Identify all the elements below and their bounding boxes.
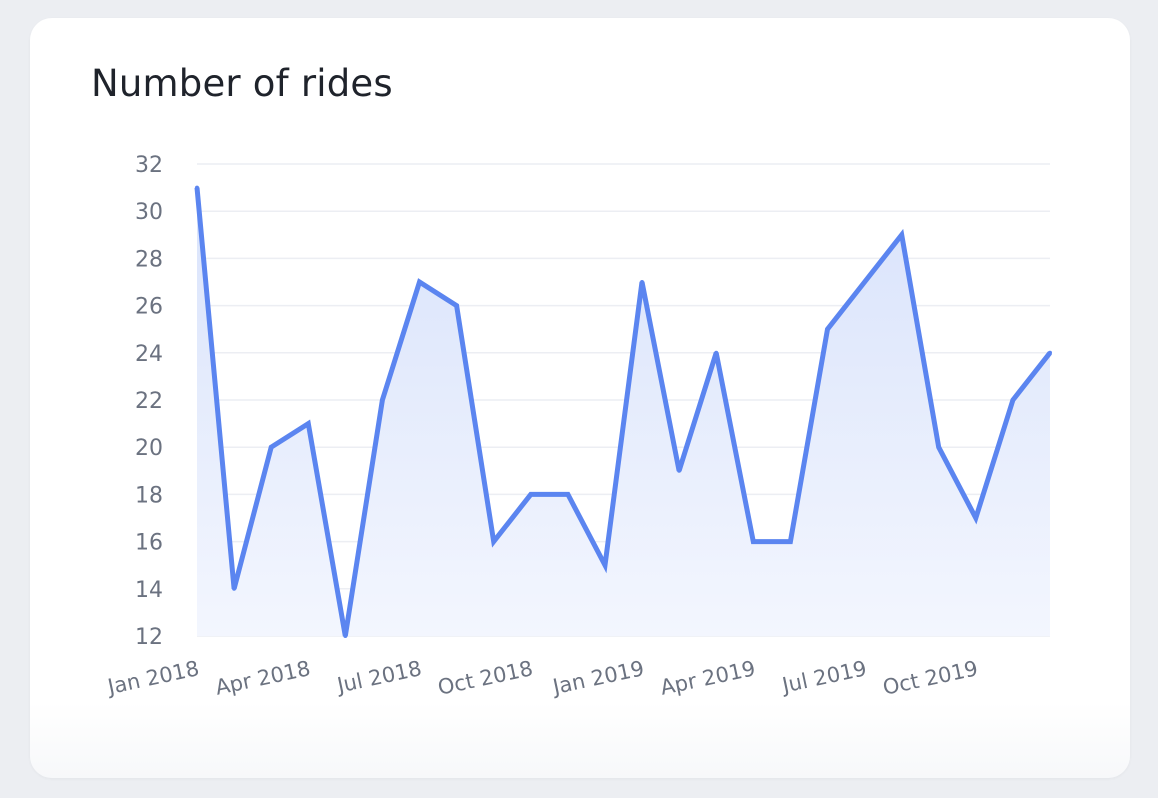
data-point-2018-12 [602,563,607,568]
y-tick-label: 12 [135,625,163,650]
y-tick-label: 24 [135,342,163,367]
data-point-2019-02 [677,468,682,473]
y-tick-label: 30 [135,200,163,225]
data-point-2019-10 [973,516,978,520]
data-point-2018-10 [528,492,533,497]
x-tick-label: Apr 2018 [213,656,312,700]
data-point-2018-01 [195,185,199,190]
data-point-2018-11 [565,492,570,497]
series-line [194,187,1052,637]
x-tick-label: Jul 2018 [333,656,424,698]
data-point-2019-12 [1048,350,1052,355]
y-tick-label: 26 [135,295,163,320]
data-point-2019-06 [825,327,830,332]
data-points [195,185,1052,638]
data-point-2018-06 [380,398,385,402]
data-point-2018-03 [269,445,274,450]
y-tick-label: 16 [135,531,163,556]
data-point-2019-01 [640,280,645,284]
data-point-2018-04 [306,421,311,426]
x-tick-label: Jan 2019 [549,656,646,699]
y-tick-label: 32 [135,153,163,178]
data-point-2019-11 [1010,398,1015,402]
x-axis: Jan 2018 Apr 2018 Jul 2018 Oct 2018 Jan 2019… [104,656,980,700]
x-tick-label: Jul 2019 [778,656,869,698]
data-point-2019-08 [899,232,904,237]
y-axis: 12 14 16 18 20 22 24 26 28 30 32 [135,153,163,650]
y-tick-label: 22 [135,389,163,414]
x-tick-label: Oct 2019 [881,656,980,700]
y-tick-label: 28 [135,247,163,272]
data-point-2018-07 [417,280,422,284]
data-point-2018-05 [343,634,348,638]
data-point-2019-04 [751,539,756,544]
series-area [197,187,1050,636]
data-point-2018-09 [491,539,496,544]
x-tick-label: Oct 2018 [436,656,535,700]
data-point-2019-09 [936,445,941,450]
chart-title: Number of rides [91,62,393,105]
data-point-2019-07 [862,280,867,284]
x-tick-label: Apr 2019 [658,656,757,700]
data-point-2018-08 [454,303,459,308]
x-tick-label: Jan 2018 [104,656,201,699]
data-point-2019-05 [788,539,793,544]
y-tick-label: 18 [135,483,163,508]
y-tick-label: 14 [135,578,163,603]
data-point-2018-02 [232,586,237,591]
data-point-2019-03 [714,350,719,355]
y-tick-label: 20 [135,436,163,461]
